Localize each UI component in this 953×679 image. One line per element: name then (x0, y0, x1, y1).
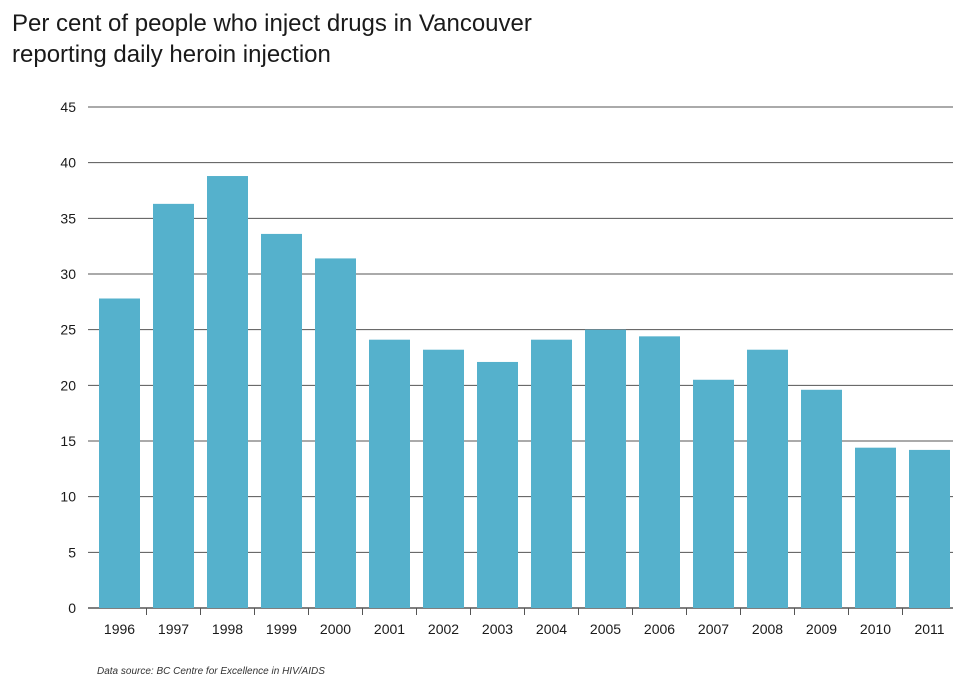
x-tick-label-2003: 2003 (482, 621, 513, 637)
x-tick-label-2005: 2005 (590, 621, 621, 637)
y-tick-label-20: 20 (60, 377, 76, 393)
y-tick-label-15: 15 (60, 433, 76, 449)
bar-2009 (801, 389, 842, 608)
bar-2001 (369, 339, 410, 608)
x-tick-label-1997: 1997 (158, 621, 189, 637)
y-tick-label-25: 25 (60, 322, 76, 338)
x-tick-label-2009: 2009 (806, 621, 837, 637)
bar-2010 (855, 447, 896, 608)
bar-2011 (909, 449, 950, 608)
bar-2002 (423, 349, 464, 608)
bar-1999 (261, 233, 302, 609)
x-tick-label-2006: 2006 (644, 621, 675, 637)
x-tick-label-2008: 2008 (752, 621, 783, 637)
x-tick-label-2007: 2007 (698, 621, 729, 637)
chart-title-line-2: reporting daily heroin injection (12, 41, 331, 68)
y-tick-label-45: 45 (60, 99, 76, 115)
x-tick-label-2000: 2000 (320, 621, 351, 637)
x-axis-tick-labels: 1996 1997 1998 1999 2000 2001 2002 2003 2004 2005… (104, 621, 945, 637)
y-tick-label-35: 35 (60, 210, 76, 226)
bar-2006 (639, 336, 680, 608)
y-axis-tick-labels: 0 5 10 15 20 25 30 35 40 45 (60, 99, 76, 616)
chart-title-line-1: Per cent of people who inject drugs in V… (12, 10, 532, 37)
bar-1996 (99, 298, 140, 608)
y-tick-label-10: 10 (60, 489, 76, 505)
bar-2004 (531, 339, 572, 608)
x-tick-label-2002: 2002 (428, 621, 459, 637)
bar-2007 (693, 379, 734, 608)
x-tick-label-2011: 2011 (914, 621, 944, 637)
x-tick-label-1996: 1996 (104, 621, 135, 637)
bar-2008 (747, 349, 788, 608)
x-tick-label-1999: 1999 (266, 621, 297, 637)
y-tick-label-30: 30 (60, 266, 76, 282)
bar-2003 (477, 361, 518, 608)
bar-2005 (585, 329, 626, 608)
chart-title: Per cent of people who inject drugs in V… (12, 8, 712, 70)
x-tick-label-1998: 1998 (212, 621, 243, 637)
data-source-note: Data source: BC Centre for Excellence in… (97, 666, 325, 677)
bar-2000 (315, 258, 356, 608)
x-tick-label-2001: 2001 (374, 621, 405, 637)
bar-1997 (153, 203, 194, 609)
x-tick-label-2010: 2010 (860, 621, 891, 637)
y-tick-label-5: 5 (68, 544, 76, 560)
bar-chart: 0 5 10 15 20 25 30 35 40 45 1996 1997 1998 1999 2000 2… (60, 99, 953, 637)
bars (99, 176, 950, 609)
y-tick-label-40: 40 (60, 155, 76, 171)
x-tick-label-2004: 2004 (536, 621, 567, 637)
y-tick-label-0: 0 (68, 600, 76, 616)
bar-1998 (207, 176, 248, 608)
